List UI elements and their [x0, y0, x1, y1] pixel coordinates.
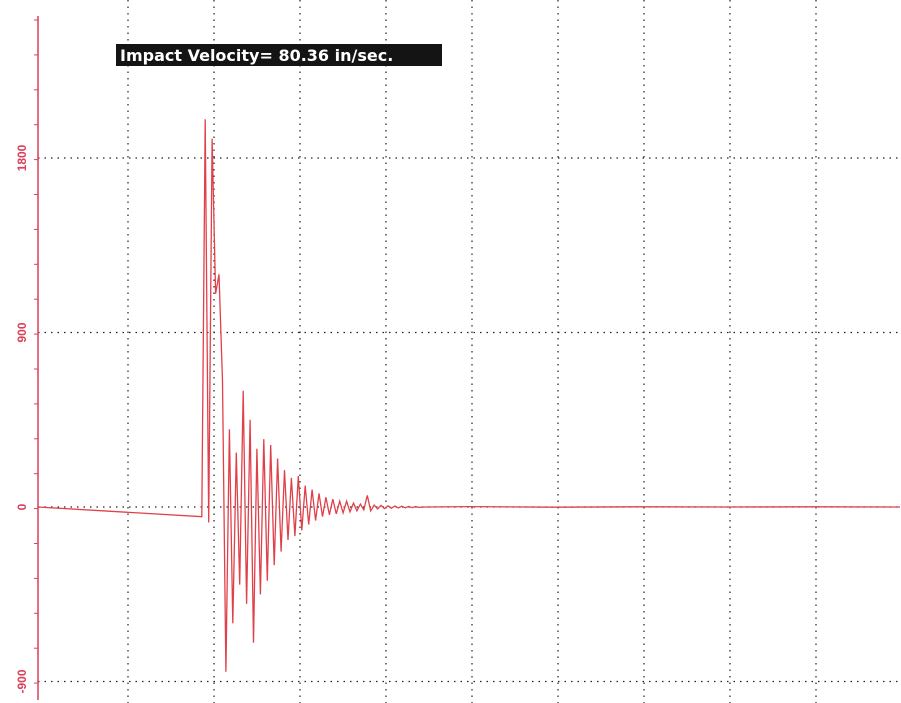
signal-trace [37, 119, 901, 672]
y-tick-label-900: 900 [15, 322, 29, 342]
y-tick-label-neg900: -900 [15, 669, 29, 693]
y-axis-tick-labels: 1800 900 0 -900 [15, 144, 29, 693]
y-tick-label-1800: 1800 [15, 144, 29, 171]
banner-text: Impact Velocity= 80.36 in/sec. [120, 46, 393, 65]
impact-velocity-banner: Impact Velocity= 80.36 in/sec. [116, 44, 442, 66]
banner-background [116, 44, 442, 66]
y-tick-label-0: 0 [15, 503, 29, 510]
grid-lines [38, 0, 901, 703]
y-axis-ticks [34, 19, 38, 684]
